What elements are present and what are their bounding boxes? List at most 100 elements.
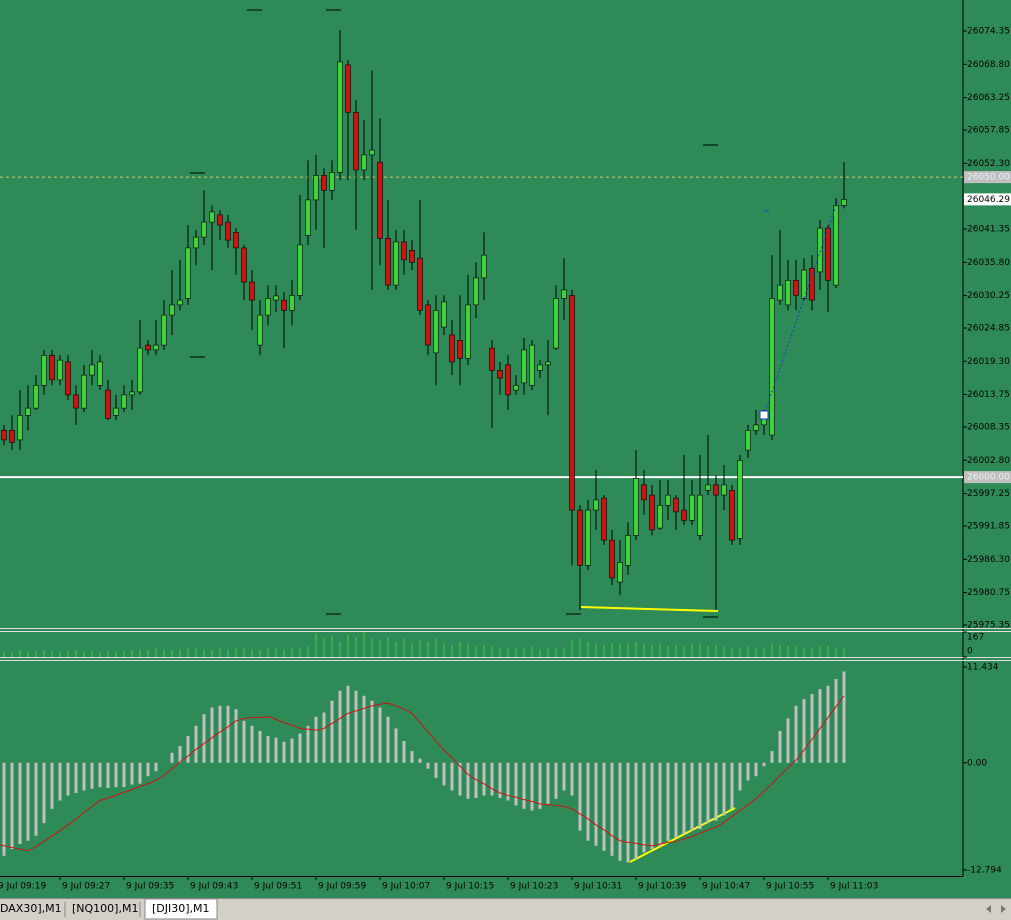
- candle-body: [825, 227, 831, 281]
- macd-bar: [722, 762, 726, 816]
- tab[interactable]: [NQ100],M1: [72, 902, 138, 915]
- x-tick-label: 9 Jul 11:03: [830, 882, 878, 892]
- macd-bar: [402, 741, 406, 763]
- tab[interactable]: [DJI30],M1: [152, 902, 210, 915]
- macd-bar: [450, 762, 454, 791]
- macd-bar: [314, 716, 318, 763]
- macd-bar: [514, 762, 518, 806]
- y-tick-label: 26019.30: [967, 357, 1010, 367]
- candle-body: [329, 172, 335, 191]
- y-tick-label: 0.00: [967, 758, 987, 768]
- candle-body: [585, 509, 591, 566]
- candle-body: [809, 268, 815, 301]
- macd-bar: [354, 690, 358, 763]
- y-tick-label: 26057.85: [967, 126, 1010, 136]
- candle-body: [137, 347, 143, 393]
- x-tick-label: 9 Jul 09:27: [62, 882, 110, 892]
- macd-bar: [42, 762, 46, 824]
- scroll-left[interactable]: [986, 905, 991, 913]
- y-tick-label: 26063.25: [967, 93, 1010, 103]
- y-tick-label: 26024.85: [967, 324, 1010, 334]
- macd-bar: [530, 762, 534, 811]
- active-tab[interactable]: [144, 898, 218, 920]
- candle-body: [345, 64, 351, 113]
- candle-body: [129, 391, 135, 396]
- price-level-box: [964, 171, 1011, 184]
- candle-body: [105, 389, 111, 419]
- candle-body: [793, 280, 799, 296]
- scroll-right[interactable]: [1001, 905, 1006, 913]
- candle-body: [433, 310, 439, 354]
- y-tick-label: 25991.85: [967, 522, 1010, 532]
- candle-body: [657, 505, 663, 529]
- macd-bar: [810, 694, 814, 763]
- candle-body: [713, 484, 719, 496]
- candle-body: [449, 334, 455, 363]
- price-level-label: 26050.00: [967, 173, 1010, 183]
- signal-line: [0, 695, 845, 852]
- x-tick-label: 9 Jul 10:31: [574, 882, 622, 892]
- macd-bar: [674, 762, 678, 838]
- macd-bar: [786, 718, 790, 763]
- y-tick-label: 26008.35: [967, 423, 1010, 433]
- candle-body: [297, 244, 303, 296]
- macd-bar: [826, 685, 830, 763]
- candle-body: [497, 370, 503, 379]
- candle-body: [177, 299, 183, 306]
- candle-body: [265, 298, 271, 316]
- background: [0, 0, 1011, 898]
- candle-body: [241, 247, 247, 283]
- candle-body: [441, 301, 447, 328]
- macd-bar: [626, 762, 630, 863]
- macd-bar: [290, 738, 294, 763]
- candle-body: [409, 250, 415, 263]
- candle-body: [737, 460, 743, 539]
- macd-bar: [10, 762, 14, 850]
- macd-bar: [82, 762, 86, 791]
- macd-bar: [746, 762, 750, 781]
- candle-body: [225, 221, 231, 241]
- macd-bar: [594, 762, 598, 846]
- macd-bar: [642, 762, 646, 853]
- candle-body: [465, 304, 471, 359]
- macd-bar: [282, 741, 286, 763]
- candle-body: [353, 112, 359, 171]
- macd-bar: [266, 735, 270, 763]
- y-tick-label: 26041.35: [967, 225, 1010, 235]
- macd-bar: [474, 762, 478, 798]
- candle-body: [601, 497, 607, 541]
- candle-body: [577, 509, 583, 566]
- candle-body: [417, 257, 423, 311]
- macd-bar: [50, 762, 54, 809]
- y-tick-label: 26052.30: [967, 159, 1010, 169]
- candle-body: [65, 361, 71, 396]
- tab[interactable]: DAX30],M1: [0, 902, 62, 915]
- candle-body: [153, 344, 159, 351]
- candle-body: [281, 299, 287, 311]
- x-tick-label: 9 Jul 09:35: [126, 882, 174, 892]
- macd-bar: [570, 762, 574, 796]
- macd-bar: [202, 714, 206, 763]
- candle-body: [201, 221, 207, 238]
- macd-bar: [794, 705, 798, 763]
- macd-bar: [538, 762, 542, 809]
- macd-bar: [410, 751, 414, 763]
- macd-bar: [498, 762, 502, 798]
- y-tick-label: 26035.80: [967, 258, 1010, 268]
- macd-bar: [90, 762, 94, 789]
- candle-body: [721, 484, 727, 496]
- macd-bar: [698, 762, 702, 829]
- macd-bar: [818, 689, 822, 763]
- x-tick-label: 9 Jul 09:43: [190, 882, 238, 892]
- candle-body: [369, 149, 375, 156]
- candle-body: [361, 154, 367, 171]
- macd-bar: [666, 762, 670, 841]
- candle-body: [121, 394, 127, 409]
- macd-bar: [618, 762, 622, 861]
- candle-body: [785, 280, 791, 306]
- candle-body: [217, 214, 223, 226]
- y-tick-label: 26013.75: [967, 390, 1010, 400]
- macd-bar: [482, 762, 486, 796]
- x-tick-label: 9 Jul 09:59: [318, 882, 367, 892]
- candle-body: [553, 298, 559, 349]
